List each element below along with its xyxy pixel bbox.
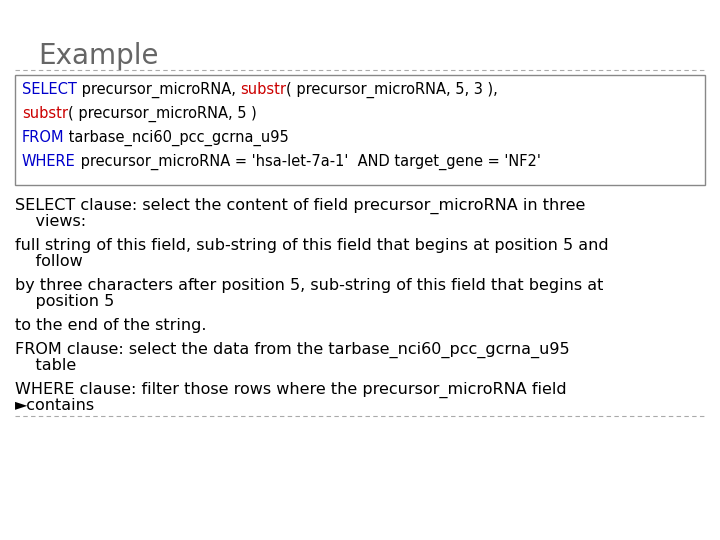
Text: ( precursor_microRNA, 5, 3 ),: ( precursor_microRNA, 5, 3 ),: [287, 82, 498, 98]
FancyBboxPatch shape: [15, 75, 705, 185]
Text: FROM: FROM: [22, 130, 65, 145]
Text: substr: substr: [22, 106, 68, 121]
Text: by three characters after position 5, sub-string of this field that begins at: by three characters after position 5, su…: [15, 278, 603, 293]
Text: SELECT clause: select the content of field precursor_microRNA in three: SELECT clause: select the content of fie…: [15, 198, 585, 214]
Text: substr: substr: [240, 82, 287, 97]
Text: precursor_microRNA,: precursor_microRNA,: [77, 82, 240, 98]
Text: SELECT: SELECT: [22, 82, 77, 97]
Text: tarbase_nci60_pcc_gcrna_u95: tarbase_nci60_pcc_gcrna_u95: [65, 130, 289, 146]
Text: ( precursor_microRNA, 5 ): ( precursor_microRNA, 5 ): [68, 106, 257, 122]
Text: follow: follow: [15, 254, 83, 269]
Text: WHERE: WHERE: [22, 154, 76, 169]
Text: to the end of the string.: to the end of the string.: [15, 318, 207, 333]
Text: views:: views:: [15, 214, 86, 229]
Text: position 5: position 5: [15, 294, 114, 309]
Text: WHERE clause: filter those rows where the precursor_microRNA field: WHERE clause: filter those rows where th…: [15, 382, 567, 398]
Text: ►contains: ►contains: [15, 398, 95, 413]
Text: FROM clause: select the data from the tarbase_nci60_pcc_gcrna_u95: FROM clause: select the data from the ta…: [15, 342, 570, 358]
Text: full string of this field, sub-string of this field that begins at position 5 an: full string of this field, sub-string of…: [15, 238, 608, 253]
Text: table: table: [15, 358, 76, 373]
Text: precursor_microRNA = 'hsa-let-7a-1'  AND target_gene = 'NF2': precursor_microRNA = 'hsa-let-7a-1' AND …: [76, 154, 541, 170]
Text: Example: Example: [38, 42, 158, 70]
